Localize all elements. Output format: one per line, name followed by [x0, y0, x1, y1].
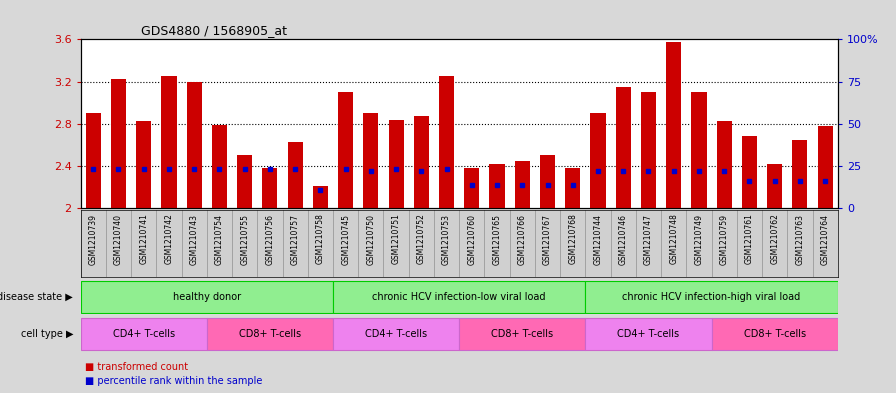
Text: GSM1210740: GSM1210740 [114, 214, 123, 264]
Text: GSM1210752: GSM1210752 [417, 214, 426, 264]
Bar [585, 281, 838, 313]
Text: GSM1210756: GSM1210756 [265, 214, 274, 264]
Text: GSM1210742: GSM1210742 [165, 214, 174, 264]
Bar [616, 87, 631, 208]
Bar [464, 168, 479, 208]
Text: disease state ▶: disease state ▶ [0, 292, 73, 302]
Bar [540, 156, 556, 208]
Bar [211, 125, 227, 208]
Bar [86, 113, 101, 208]
Text: GSM1210764: GSM1210764 [821, 214, 830, 264]
Bar [414, 116, 429, 208]
Text: GDS4880 / 1568905_at: GDS4880 / 1568905_at [142, 24, 288, 37]
Bar [263, 168, 278, 208]
Text: healthy donor: healthy donor [173, 292, 241, 302]
Text: CD4+ T-cells: CD4+ T-cells [617, 329, 679, 339]
Text: CD4+ T-cells: CD4+ T-cells [365, 329, 427, 339]
Bar [207, 318, 333, 350]
Bar [313, 186, 328, 208]
Bar [717, 121, 732, 208]
Text: GSM1210747: GSM1210747 [644, 214, 653, 264]
Bar [742, 136, 757, 208]
Bar [363, 113, 378, 208]
Text: chronic HCV infection-high viral load: chronic HCV infection-high viral load [623, 292, 801, 302]
Bar [439, 76, 454, 208]
Bar [237, 156, 253, 208]
Bar [514, 161, 530, 208]
Text: GSM1210753: GSM1210753 [442, 214, 451, 264]
Bar [792, 140, 807, 208]
Text: GSM1210755: GSM1210755 [240, 214, 249, 264]
Text: GSM1210749: GSM1210749 [694, 214, 703, 264]
Text: CD8+ T-cells: CD8+ T-cells [744, 329, 806, 339]
Text: GSM1210768: GSM1210768 [568, 214, 577, 264]
Bar [692, 92, 707, 208]
Bar [333, 281, 585, 313]
Text: GSM1210751: GSM1210751 [392, 214, 401, 264]
Bar [338, 92, 353, 208]
Text: GSM1210739: GSM1210739 [89, 214, 98, 264]
Text: GSM1210757: GSM1210757 [290, 214, 299, 264]
Text: GSM1210762: GSM1210762 [771, 214, 780, 264]
Text: cell type ▶: cell type ▶ [21, 329, 73, 339]
Text: GSM1210743: GSM1210743 [190, 214, 199, 264]
Text: chronic HCV infection-low viral load: chronic HCV infection-low viral load [373, 292, 546, 302]
Text: CD8+ T-cells: CD8+ T-cells [491, 329, 554, 339]
Bar [585, 318, 711, 350]
Bar [288, 142, 303, 208]
Text: GSM1210741: GSM1210741 [139, 214, 148, 264]
Text: GSM1210745: GSM1210745 [341, 214, 350, 264]
Bar [666, 42, 681, 208]
Bar [489, 164, 504, 208]
Text: GSM1210744: GSM1210744 [593, 214, 602, 264]
Text: GSM1210759: GSM1210759 [719, 214, 728, 264]
Bar [565, 168, 581, 208]
Bar [711, 318, 838, 350]
Bar [111, 79, 126, 208]
Text: GSM1210746: GSM1210746 [619, 214, 628, 264]
Text: GSM1210766: GSM1210766 [518, 214, 527, 264]
Text: CD4+ T-cells: CD4+ T-cells [113, 329, 175, 339]
Text: GSM1210760: GSM1210760 [468, 214, 477, 264]
Text: GSM1210758: GSM1210758 [316, 214, 325, 264]
Bar [161, 76, 177, 208]
Bar [460, 318, 585, 350]
Text: GSM1210763: GSM1210763 [796, 214, 805, 264]
Text: GSM1210748: GSM1210748 [669, 214, 678, 264]
Bar [767, 164, 782, 208]
Text: GSM1210754: GSM1210754 [215, 214, 224, 264]
Bar [136, 121, 151, 208]
Bar [389, 119, 404, 208]
Bar [641, 92, 656, 208]
Text: CD8+ T-cells: CD8+ T-cells [239, 329, 301, 339]
Bar [590, 113, 606, 208]
Bar [81, 281, 333, 313]
Text: ■ percentile rank within the sample: ■ percentile rank within the sample [85, 376, 263, 386]
Bar [186, 81, 202, 208]
Text: GSM1210767: GSM1210767 [543, 214, 552, 264]
Text: GSM1210765: GSM1210765 [493, 214, 502, 264]
Text: GSM1210761: GSM1210761 [745, 214, 754, 264]
Bar [333, 318, 459, 350]
Text: GSM1210750: GSM1210750 [366, 214, 375, 264]
Text: ■ transformed count: ■ transformed count [85, 362, 188, 373]
Bar [81, 318, 207, 350]
Bar [817, 126, 832, 208]
